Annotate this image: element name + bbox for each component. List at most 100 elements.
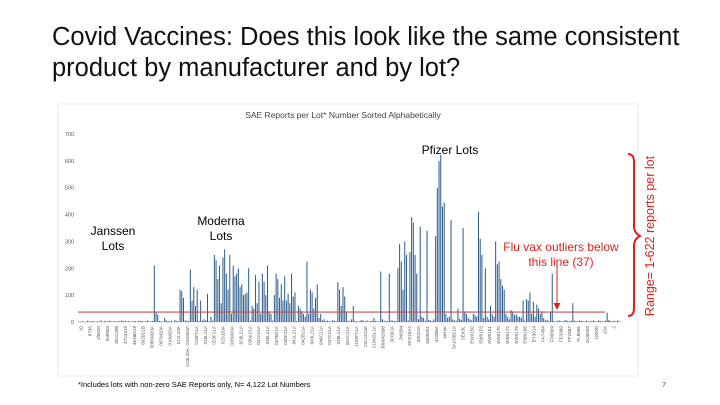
bar	[570, 320, 572, 322]
bar	[347, 320, 349, 322]
x-tick-label: 3C002A	[389, 325, 394, 343]
bar	[378, 321, 380, 322]
bar	[519, 316, 521, 322]
bar	[255, 275, 257, 322]
bar	[538, 308, 540, 322]
bar	[213, 254, 215, 322]
y-tick-label: 0	[71, 320, 74, 326]
x-tick-label: EW0153	[478, 326, 483, 344]
bar	[279, 297, 281, 322]
bar	[136, 321, 138, 322]
bar	[345, 311, 347, 322]
bar	[340, 305, 342, 322]
bar	[586, 320, 588, 322]
x-tick-label: 029L21A	[238, 325, 243, 344]
x-tick-label: 2	[612, 326, 617, 329]
bar	[251, 305, 253, 322]
bar	[613, 320, 615, 322]
bar	[503, 289, 505, 322]
bar	[297, 305, 299, 322]
bar	[174, 319, 176, 322]
bar	[615, 321, 617, 322]
bar	[541, 311, 543, 322]
bar	[534, 316, 536, 322]
bar	[598, 320, 600, 322]
bar	[544, 320, 546, 322]
bar	[397, 268, 399, 322]
bar	[515, 313, 517, 322]
bar	[484, 268, 486, 322]
bar	[364, 321, 366, 322]
bar	[421, 316, 423, 322]
bar	[117, 320, 119, 322]
bar	[232, 265, 234, 322]
bar	[205, 320, 207, 322]
bar	[253, 308, 255, 322]
bar	[315, 297, 317, 322]
x-tick-label: 041L21A	[292, 325, 297, 344]
bar	[488, 319, 490, 322]
bar	[507, 316, 509, 322]
x-tick-label: FE3380	[558, 326, 563, 343]
bar	[608, 319, 610, 322]
bar	[90, 321, 92, 322]
bar	[157, 314, 159, 322]
x-tick-label: EW0185	[523, 326, 528, 344]
bar	[234, 276, 236, 322]
bar	[381, 319, 383, 322]
bar	[366, 320, 368, 322]
x-tick-label: 300042698	[381, 326, 386, 349]
bar	[361, 319, 363, 322]
bar	[508, 319, 510, 322]
x-tick-label: 3021286	[114, 326, 119, 344]
bar	[344, 296, 346, 322]
bar	[265, 295, 267, 322]
bar	[517, 316, 519, 322]
bar	[603, 321, 605, 322]
bar	[349, 321, 351, 322]
x-tick-label: 10X	[603, 326, 608, 334]
bar	[611, 321, 613, 322]
bar	[260, 313, 262, 322]
bar	[261, 273, 263, 322]
flu-outliers-label: Flu vax outliers below this line (37)	[503, 240, 619, 269]
bar	[229, 254, 231, 322]
bar	[112, 321, 114, 322]
x-tick-label: 013L20A, 015M20A	[185, 325, 190, 367]
x-tick-label: EW0150	[469, 326, 474, 344]
bar	[243, 295, 245, 322]
bar	[551, 273, 553, 322]
x-tick-label: EY3014	[532, 326, 537, 343]
bar	[527, 300, 529, 322]
bar	[122, 321, 124, 322]
bar	[339, 289, 341, 322]
bar	[373, 317, 375, 322]
bar	[109, 320, 111, 322]
bar	[287, 293, 289, 322]
bar	[457, 308, 459, 322]
bar	[505, 313, 507, 322]
bar	[464, 311, 466, 322]
bar	[258, 281, 260, 322]
bar	[441, 206, 443, 322]
bar	[304, 316, 306, 322]
bar	[452, 319, 454, 322]
bar	[212, 320, 214, 322]
x-tick-label: 8735	[87, 326, 92, 337]
bar	[419, 226, 421, 322]
x-tick-label: 3S022A	[416, 325, 421, 342]
bar	[520, 317, 522, 322]
x-tick-label: FF2587	[567, 326, 572, 342]
bar	[114, 321, 116, 322]
bar	[526, 299, 528, 322]
bar	[423, 317, 425, 322]
bar	[531, 313, 533, 322]
bar	[294, 292, 296, 322]
bar	[299, 308, 301, 322]
bar	[616, 320, 618, 322]
bar	[169, 321, 171, 322]
bar	[146, 320, 148, 322]
x-tick-label: 016F21A	[194, 325, 199, 345]
bar	[574, 320, 576, 322]
